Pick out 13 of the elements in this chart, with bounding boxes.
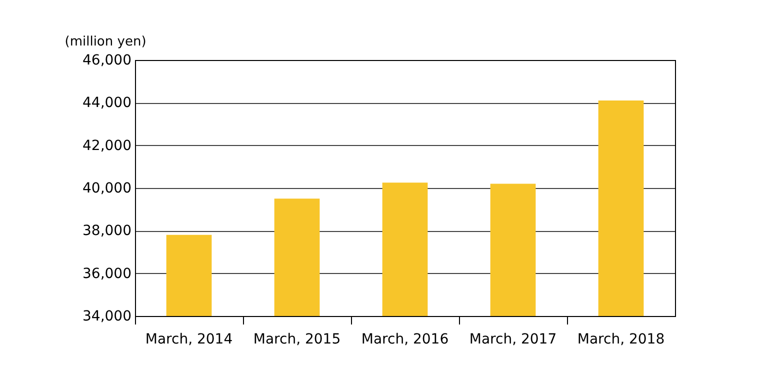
y-tick-label: 46,000 xyxy=(82,52,132,68)
x-tick-label: March, 2018 xyxy=(577,332,665,348)
y-tick-label: 34,000 xyxy=(82,308,132,324)
x-tick-label: March, 2014 xyxy=(145,332,233,348)
y-tick-label: 36,000 xyxy=(82,266,132,282)
y-tick-label: 42,000 xyxy=(82,138,132,154)
y-axis-title: (million yen) xyxy=(64,34,146,50)
x-tick-label: March, 2016 xyxy=(361,332,449,348)
x-tick-label: March, 2015 xyxy=(253,332,341,348)
y-tick-label: 44,000 xyxy=(82,95,132,112)
y-tick-label: 38,000 xyxy=(82,223,132,240)
x-tick-label: March, 2017 xyxy=(469,332,557,348)
y-tick-label: 40,000 xyxy=(82,180,132,196)
